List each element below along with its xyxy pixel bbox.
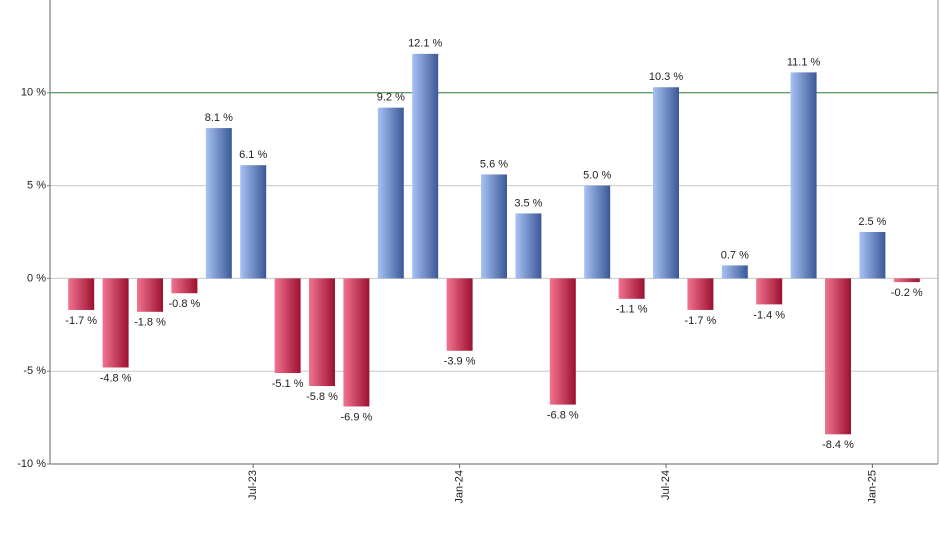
bar <box>171 278 198 294</box>
y-tick-label: -5 % <box>23 365 46 377</box>
value-label: -8.4 % <box>822 439 854 451</box>
value-label: -6.9 % <box>341 411 373 423</box>
value-label: 11.1 % <box>787 56 821 68</box>
value-label: 2.5 % <box>858 216 886 228</box>
bar <box>412 53 439 279</box>
bar <box>309 278 335 387</box>
bar <box>343 278 370 407</box>
y-tick-label: 10 % <box>21 87 46 99</box>
value-label: -5.8 % <box>306 391 338 403</box>
value-label: 5.0 % <box>583 170 611 182</box>
bar <box>446 278 473 351</box>
bar <box>549 278 576 405</box>
bar <box>687 278 714 310</box>
value-label: -1.8 % <box>134 317 166 329</box>
bar <box>240 165 267 279</box>
bar <box>515 213 542 279</box>
bar <box>859 232 886 279</box>
value-label: 0.7 % <box>721 249 749 261</box>
value-label: 12.1 % <box>408 38 442 50</box>
value-label: -1.7 % <box>65 315 97 327</box>
value-label: 10.3 % <box>649 71 683 83</box>
bar <box>584 185 611 279</box>
x-tick-label: Jul-23 <box>247 470 259 500</box>
value-label: 9.2 % <box>377 92 405 104</box>
value-label: 5.6 % <box>480 158 508 170</box>
value-label: 6.1 % <box>239 149 267 161</box>
bar <box>377 107 404 279</box>
value-label: 8.1 % <box>205 112 233 124</box>
value-label: -4.8 % <box>100 372 132 384</box>
value-label: -6.8 % <box>547 410 579 422</box>
value-label: -3.9 % <box>444 356 476 368</box>
bar <box>68 278 95 310</box>
value-label: -0.8 % <box>169 298 201 310</box>
bar <box>618 278 645 299</box>
value-label: -5.1 % <box>272 378 304 390</box>
bar <box>825 278 851 435</box>
value-label: -1.4 % <box>753 309 785 321</box>
bar <box>481 174 507 279</box>
bar <box>893 278 920 283</box>
bar <box>274 278 301 374</box>
bar <box>756 278 783 305</box>
x-tick-label: Jul-24 <box>660 470 672 500</box>
y-tick-label: -10 % <box>17 458 46 470</box>
bar <box>653 87 679 279</box>
bar <box>790 72 817 279</box>
value-label: 3.5 % <box>514 197 542 209</box>
value-label: -1.7 % <box>685 315 717 327</box>
bar <box>721 265 748 279</box>
y-tick-label: 0 % <box>27 272 46 284</box>
bar <box>102 278 129 368</box>
value-label: -1.1 % <box>616 304 648 316</box>
x-tick-label: Jan-24 <box>454 470 466 504</box>
y-tick-label: 5 % <box>27 180 46 192</box>
bar <box>137 278 163 312</box>
x-tick-label: Jan-25 <box>866 470 878 504</box>
bar <box>205 128 232 279</box>
value-label: -0.2 % <box>891 287 923 299</box>
